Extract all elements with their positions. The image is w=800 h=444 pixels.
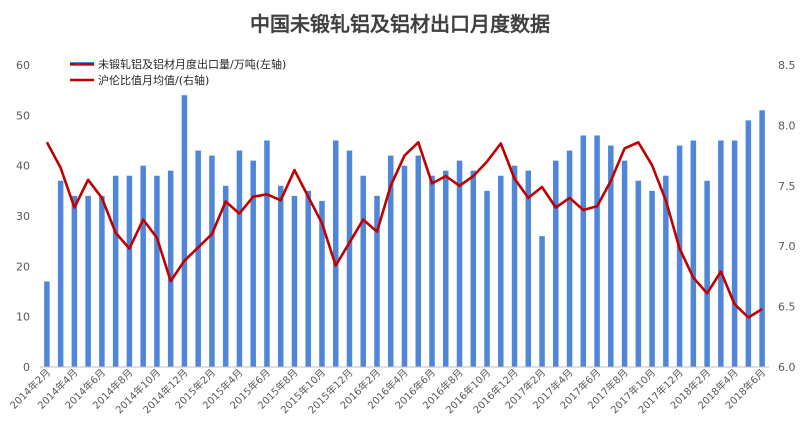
bar xyxy=(140,165,146,367)
bar xyxy=(387,155,394,367)
bar xyxy=(291,195,298,367)
bar xyxy=(222,185,229,367)
bar xyxy=(470,170,477,367)
left-y-tick-label: 30 xyxy=(16,210,30,223)
left-y-tick-label: 10 xyxy=(16,311,30,324)
bar xyxy=(511,165,518,367)
legend: 未锻轧铝及铝材月度出口量/万吨(左轴) 沪伦比值月均值/(右轴) xyxy=(70,57,286,87)
right-y-tick-label: 7.0 xyxy=(778,240,796,253)
left-y-tick-label: 40 xyxy=(16,160,30,173)
bar xyxy=(718,140,724,367)
bar xyxy=(181,95,188,367)
bar xyxy=(539,236,545,367)
right-y-tick-label: 6.0 xyxy=(778,361,796,374)
bar xyxy=(305,190,311,367)
bar xyxy=(553,160,559,367)
right-y-axis: 6.0 6.5 7.0 7.5 8.0 8.5 xyxy=(778,59,796,374)
bar xyxy=(580,135,587,367)
bar xyxy=(85,195,91,367)
bar xyxy=(319,200,325,367)
bar xyxy=(167,170,174,367)
bar xyxy=(621,160,628,367)
bar xyxy=(415,155,422,367)
bar xyxy=(429,175,435,367)
right-y-tick-label: 6.5 xyxy=(778,301,796,314)
bar xyxy=(71,195,78,367)
bar xyxy=(484,190,490,367)
bar xyxy=(154,175,160,367)
bar xyxy=(195,150,201,367)
bar xyxy=(690,140,697,367)
bar xyxy=(676,145,683,367)
bar xyxy=(635,180,642,367)
bar xyxy=(498,175,504,367)
bar xyxy=(594,135,600,367)
bar xyxy=(236,150,243,367)
left-y-tick-label: 60 xyxy=(16,59,30,72)
right-y-tick-label: 8.0 xyxy=(778,119,796,132)
bar xyxy=(360,175,366,367)
bar xyxy=(209,155,215,367)
bar xyxy=(126,175,133,367)
left-y-axis: 0 10 20 30 40 50 60 xyxy=(16,59,30,374)
bar xyxy=(456,160,463,367)
legend-line-label: 沪伦比值月均值/(右轴) xyxy=(98,73,209,87)
line-series xyxy=(45,141,763,319)
bar xyxy=(745,120,752,367)
bar xyxy=(759,110,765,368)
bar xyxy=(264,140,270,367)
left-y-tick-label: 50 xyxy=(16,109,30,122)
line-path xyxy=(45,141,763,319)
bar xyxy=(346,150,353,367)
x-axis: 2014年2月2014年4月2014年6月2014年8月2014年10月2014… xyxy=(7,366,769,416)
bar xyxy=(401,165,408,367)
chart-title: 中国未锻轧铝及铝材出口月度数据 xyxy=(250,12,550,36)
bar xyxy=(649,190,655,367)
bar xyxy=(663,175,669,367)
right-y-tick-label: 8.5 xyxy=(778,59,796,72)
bar xyxy=(99,195,105,367)
bar xyxy=(332,140,339,367)
left-y-tick-label: 20 xyxy=(16,260,30,273)
bar xyxy=(277,185,284,367)
bar xyxy=(525,170,532,367)
legend-bar-label: 未锻轧铝及铝材月度出口量/万吨(左轴) xyxy=(98,57,286,71)
bar xyxy=(704,180,710,367)
bar xyxy=(250,160,256,367)
bar xyxy=(112,175,119,367)
left-y-tick-label: 0 xyxy=(23,361,30,374)
bar xyxy=(731,140,738,367)
bar-series xyxy=(44,95,765,368)
bar xyxy=(566,150,573,367)
bar xyxy=(44,281,50,367)
bar xyxy=(443,170,449,367)
bar xyxy=(374,195,380,367)
bar xyxy=(57,180,64,367)
bar xyxy=(608,145,614,367)
right-y-tick-label: 7.5 xyxy=(778,180,796,193)
